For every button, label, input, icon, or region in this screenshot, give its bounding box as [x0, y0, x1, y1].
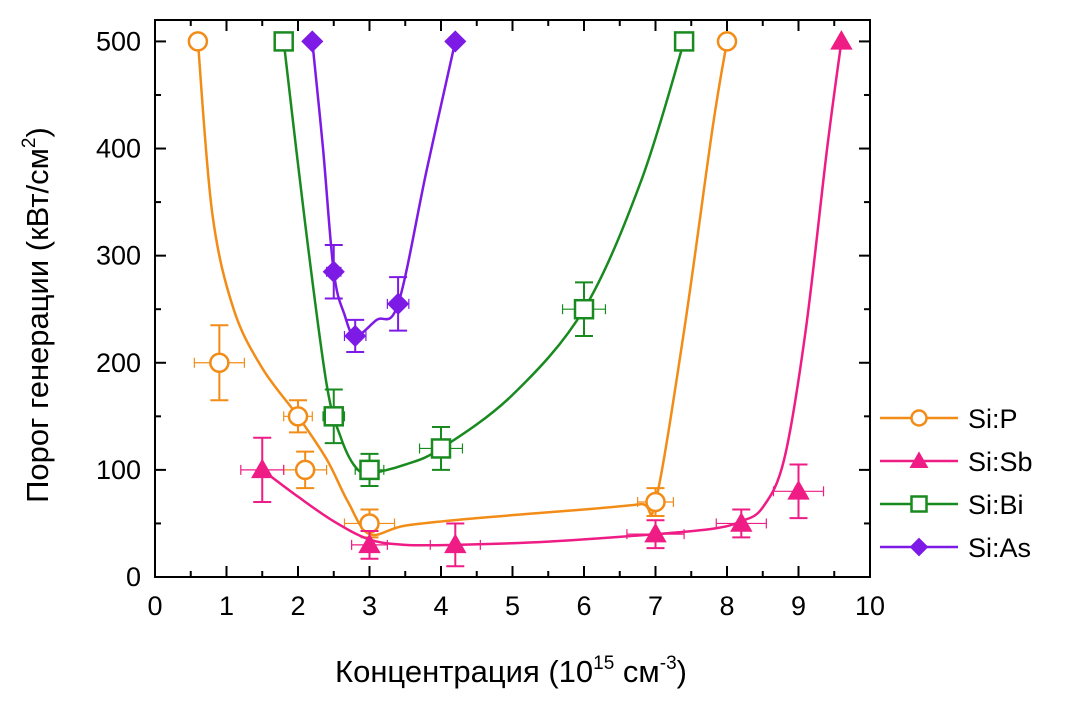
legend-item-si-sb: Si:Sb	[880, 447, 1033, 477]
x-tick-label: 9	[791, 591, 806, 621]
point-si-sb	[787, 479, 810, 500]
point-si-sb	[644, 522, 667, 543]
point-si-p	[187, 31, 209, 52]
series-line-si-bi	[282, 41, 686, 475]
legend-item-si-as: Si:As	[880, 533, 1031, 563]
legend-marker	[910, 495, 928, 513]
point-si-p	[294, 459, 316, 481]
legend-marker	[909, 537, 929, 557]
series-line-si-sb	[261, 41, 843, 547]
point-si-bi	[273, 31, 294, 52]
series-line-si-p	[196, 41, 729, 537]
legend: Si:P Si:Sb Si:Bi Si:As	[880, 404, 1033, 563]
x-tick-label: 3	[362, 591, 377, 621]
x-tick-label: 0	[147, 591, 162, 621]
y-axis-title: Порог генерации (кВт/см2)	[19, 127, 55, 503]
y-tick-label: 300	[96, 241, 141, 271]
legend-label: Si:Sb	[968, 447, 1033, 477]
y-tick-label: 200	[96, 348, 141, 378]
x-tick-label: 4	[433, 591, 448, 621]
y-tick-label: 500	[96, 26, 141, 56]
point-si-sb	[730, 512, 753, 532]
x-tick-label: 6	[576, 591, 591, 621]
point-si-as	[444, 30, 467, 53]
point-si-p	[645, 491, 666, 513]
x-tick-label: 7	[648, 591, 663, 621]
x-tick-label: 5	[505, 591, 520, 621]
point-si-p	[287, 406, 309, 427]
point-si-sb	[444, 533, 467, 554]
series-si-p	[187, 31, 738, 539]
legend-marker	[910, 409, 928, 427]
point-si-as	[387, 292, 410, 315]
legend-label: Si:P	[968, 404, 1018, 434]
x-axis-title: Концентрация (1015 см-3)	[335, 653, 687, 689]
series-si-as	[301, 30, 467, 354]
point-si-p	[359, 513, 380, 534]
x-tick-label: 10	[855, 591, 885, 621]
x-tick-label: 8	[719, 591, 734, 621]
point-si-sb	[251, 458, 274, 479]
y-tick-label: 400	[96, 134, 141, 164]
point-si-p	[716, 31, 738, 52]
point-si-as	[344, 324, 367, 348]
plot-area	[187, 30, 853, 568]
point-si-bi	[573, 298, 595, 320]
point-si-sb	[830, 30, 853, 50]
y-tick-label: 0	[126, 562, 141, 592]
x-tick-label: 1	[219, 591, 234, 621]
legend-item-si-bi: Si:Bi	[880, 490, 1024, 520]
legend-marker	[909, 451, 929, 468]
point-si-bi	[323, 406, 344, 427]
point-si-bi	[430, 438, 452, 459]
x-tick-label: 2	[290, 591, 305, 621]
series-si-sb	[240, 30, 853, 568]
series-si-bi	[273, 31, 695, 487]
point-si-as	[322, 260, 345, 283]
point-si-as	[301, 30, 324, 53]
point-si-sb	[358, 533, 381, 554]
point-si-bi	[673, 31, 695, 52]
point-si-p	[209, 352, 230, 374]
y-tick-label: 100	[96, 455, 141, 485]
legend-label: Si:Bi	[968, 490, 1024, 520]
legend-label: Si:As	[968, 533, 1031, 563]
point-si-bi	[359, 459, 380, 481]
legend-item-si-p: Si:P	[880, 404, 1018, 434]
